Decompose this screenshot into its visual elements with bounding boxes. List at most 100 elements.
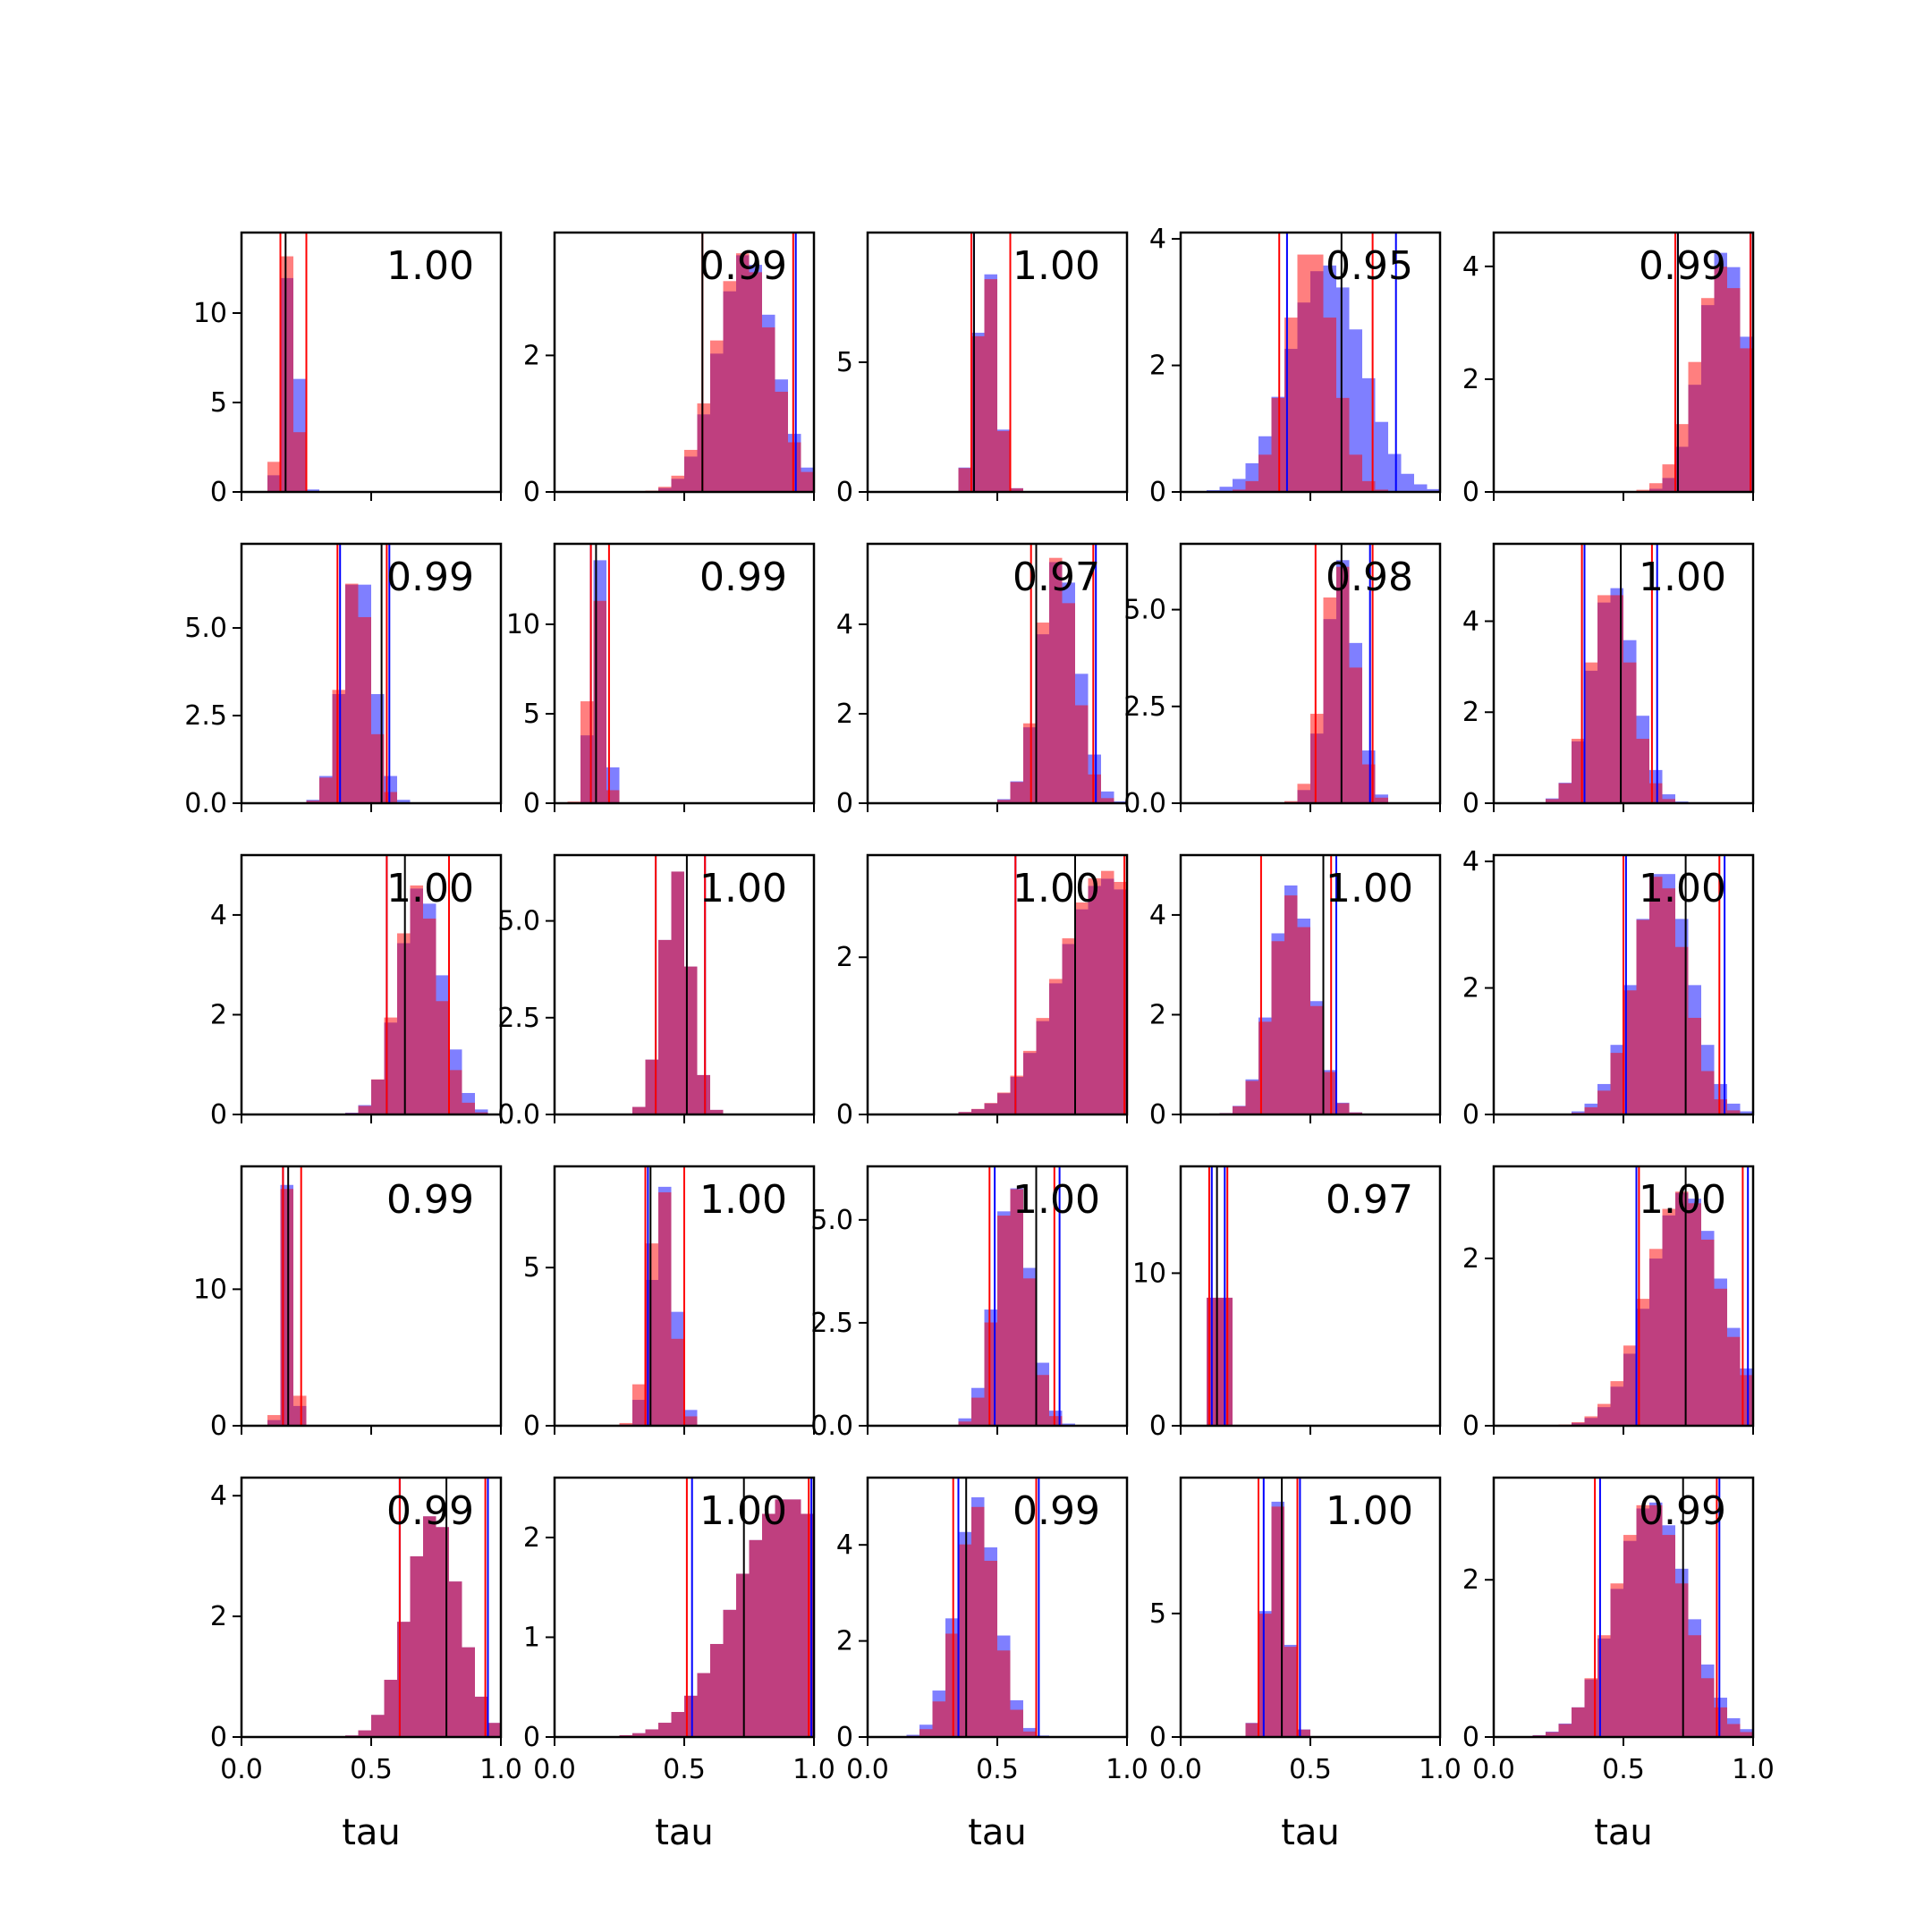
red-histogram-bar (1375, 489, 1388, 492)
red-histogram-bar (1036, 1375, 1049, 1426)
y-tick-label: 0 (523, 1411, 540, 1442)
subplot-5-2: 0 1 2 0.0 0.5 1.0 tau 1.00 (523, 1476, 835, 1853)
blue-histogram-bar (1375, 421, 1388, 492)
red-histogram-bar (932, 1701, 945, 1737)
histogram-bars (997, 544, 1127, 803)
y-tick-label: 0 (210, 477, 227, 508)
red-histogram-bar (997, 1650, 1011, 1737)
red-histogram-bar (1701, 1071, 1715, 1114)
red-histogram-bar (332, 690, 345, 803)
red-histogram-bar (1649, 1249, 1663, 1426)
subplot-annotation: 1.00 (1013, 866, 1100, 911)
y-tick-label: 0.0 (184, 788, 227, 819)
red-histogram-bar (775, 1499, 788, 1737)
y-tick-label: 0 (1462, 788, 1479, 819)
subplot-1-5: 0 2 4 0.99 (1462, 231, 1755, 508)
x-tick-label: 1.0 (1732, 1754, 1775, 1785)
red-histogram-bar (658, 939, 672, 1114)
subplot-1-2: 020.99 (523, 231, 816, 508)
red-histogram-bar (1558, 783, 1572, 803)
y-tick-label: 2 (836, 942, 853, 973)
red-histogram-bar (449, 1581, 462, 1737)
y-tick-label: 4 (210, 900, 227, 931)
red-histogram-bar (723, 281, 736, 492)
red-histogram-bar (384, 1680, 397, 1737)
x-tick-label: 0.5 (350, 1754, 393, 1785)
x-axis-label: tau (655, 1812, 714, 1853)
y-tick-label: 0 (210, 1411, 227, 1442)
y-tick-label: 2 (1462, 697, 1479, 728)
y-tick-label: 0 (523, 788, 540, 819)
y-tick-label: 2 (210, 1601, 227, 1632)
red-histogram-bar (1258, 1614, 1272, 1737)
subplot-annotation: 1.00 (699, 866, 787, 911)
subplot-annotation: 1.00 (699, 1488, 787, 1534)
y-tick-label: 5 (210, 387, 227, 419)
subplot-5-5: 0 2 0.0 0.5 1.0 tau 0.99 (1462, 1476, 1775, 1853)
y-tick-label: 2 (523, 1522, 540, 1554)
red-histogram-bar (1010, 1709, 1023, 1737)
red-histogram-bar (1271, 941, 1284, 1114)
subplot-annotation: 1.00 (386, 243, 474, 289)
y-tick-label: 0 (1462, 477, 1479, 508)
y-tick-label: 0 (1149, 1722, 1166, 1753)
y-tick-label: 2 (836, 699, 853, 730)
blue-histogram-bar (1740, 1111, 1753, 1114)
histogram-bars (1284, 544, 1388, 803)
histogram-bars (619, 1166, 698, 1426)
red-histogram-bar (749, 1539, 762, 1737)
red-histogram-bar (462, 1102, 475, 1114)
blue-histogram-bar (1401, 473, 1414, 492)
red-histogram-bar (1610, 1053, 1623, 1114)
y-tick-label: 5.0 (1123, 595, 1166, 626)
red-histogram-bar (1258, 454, 1272, 492)
y-tick-label: 1 (523, 1622, 540, 1653)
subplot-4-2: 051.00 (523, 1165, 816, 1442)
x-tick-label: 0.5 (1602, 1754, 1645, 1785)
blue-histogram-bar (1427, 488, 1440, 492)
histogram-bars (958, 855, 1127, 1114)
red-histogram-bar (1310, 254, 1324, 492)
subplot-2-3: 0 2 4 0.97 (836, 542, 1129, 819)
subplot-annotation: 0.98 (1326, 555, 1413, 600)
red-histogram-bar (749, 272, 762, 492)
y-tick-label: 10 (193, 298, 227, 329)
red-histogram-bar (462, 1647, 475, 1737)
y-tick-label: 5 (1149, 1598, 1166, 1630)
red-histogram-bar (1558, 1724, 1572, 1737)
y-tick-label: 10 (193, 1274, 227, 1305)
red-histogram-bar (1662, 1535, 1675, 1737)
subplot-2-2: 0 5 10 0.99 (506, 542, 816, 819)
blue-histogram-bar (475, 1109, 488, 1114)
red-histogram-bar (1675, 1583, 1689, 1737)
blue-histogram-bar (1233, 479, 1246, 492)
y-tick-label: 2.5 (184, 700, 227, 732)
y-tick-label: 0 (1149, 1099, 1166, 1131)
red-histogram-bar (1075, 705, 1089, 803)
red-histogram-bar (762, 327, 775, 492)
red-histogram-bar (1727, 1110, 1741, 1114)
red-histogram-bar (410, 885, 423, 1114)
red-histogram-bar (397, 933, 411, 1114)
subplot-annotation: 0.99 (699, 555, 787, 600)
histogram-bars (619, 1478, 814, 1737)
red-histogram-bar (358, 616, 371, 803)
histogram-bars (1636, 233, 1753, 492)
red-histogram-bar (1701, 1239, 1715, 1426)
red-histogram-bar (1610, 1583, 1623, 1737)
red-histogram-bar (671, 1712, 684, 1737)
red-histogram-bar (632, 1106, 646, 1114)
red-histogram-bar (1727, 288, 1741, 492)
subplot-1-3: 051.00 (836, 231, 1129, 508)
red-histogram-bar (1010, 782, 1023, 803)
subplot-annotation: 0.97 (1013, 555, 1100, 600)
subplot-2-1: 0.0 2.5 5.0 0.99 (184, 542, 503, 819)
red-histogram-bar (984, 1103, 997, 1114)
y-tick-label: 2.5 (497, 1003, 540, 1034)
subplot-annotation: 1.00 (1639, 555, 1726, 600)
subplot-2-5: 0 2 4 1.00 (1462, 542, 1755, 819)
red-histogram-bar (684, 1416, 698, 1426)
red-histogram-bar (1623, 1345, 1637, 1426)
blue-histogram-bar (1349, 329, 1362, 492)
y-tick-label: 2.5 (810, 1308, 853, 1339)
